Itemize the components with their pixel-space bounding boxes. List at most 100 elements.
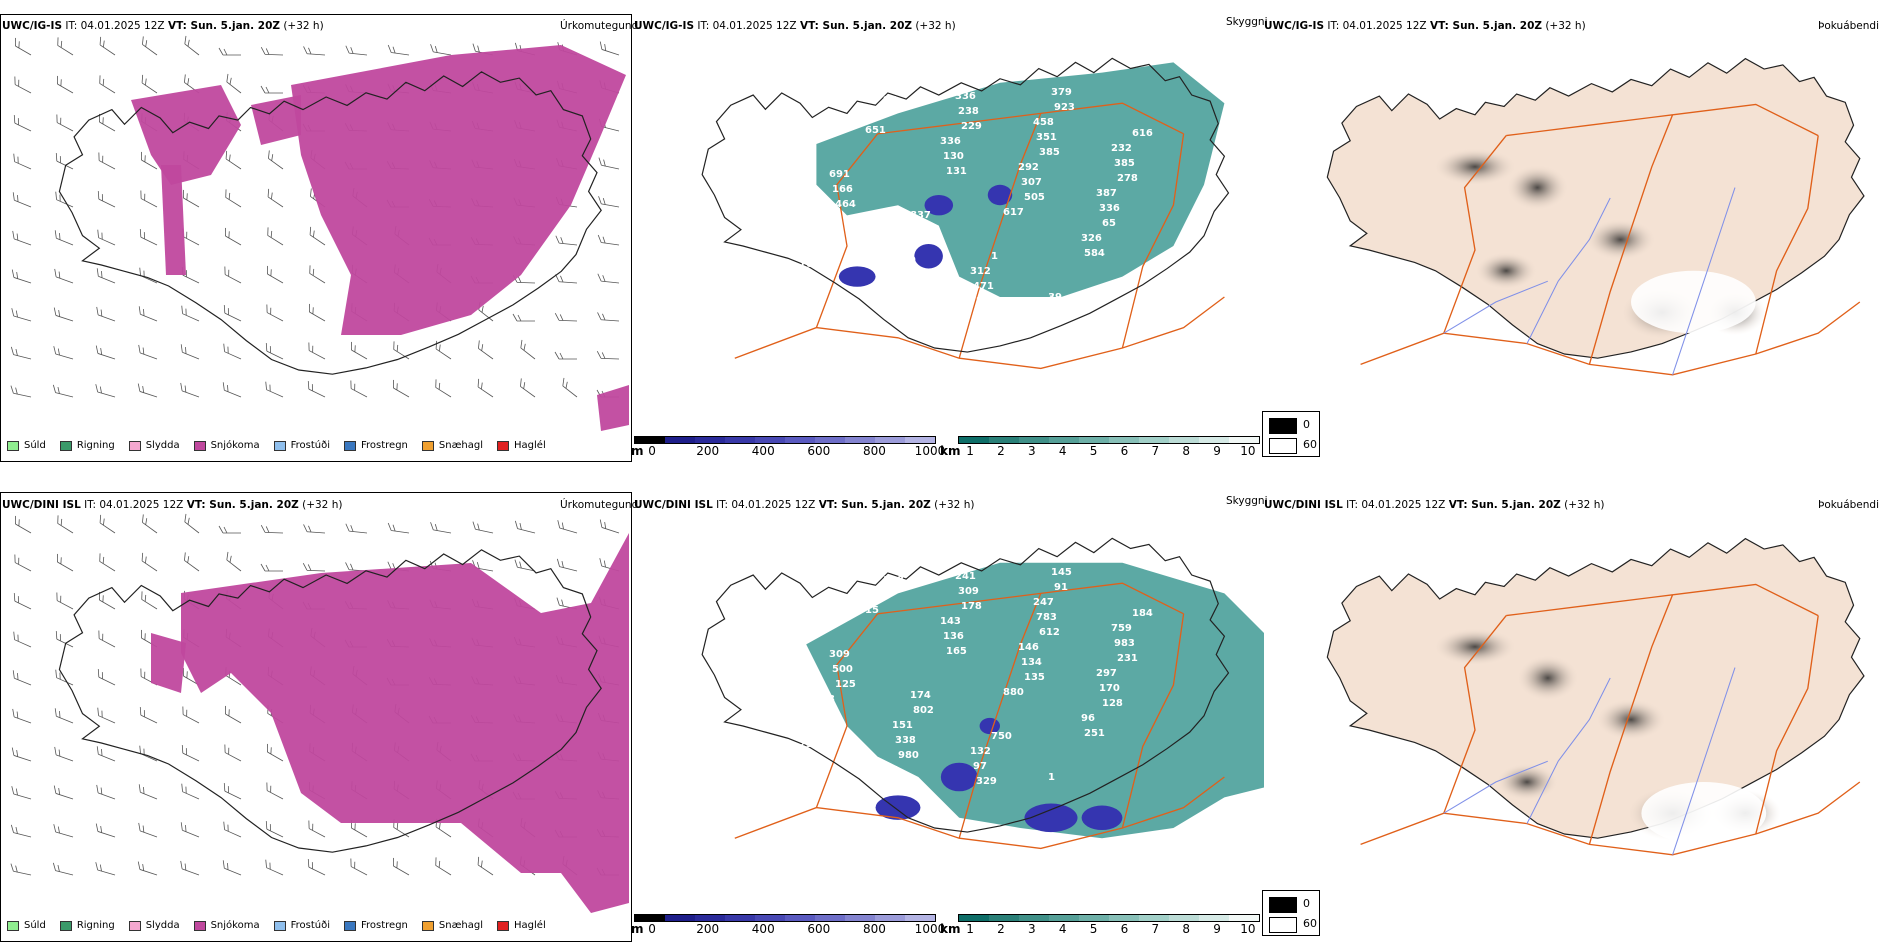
precip-legend-item: Snjókoma	[193, 440, 260, 451]
cloud-base-label: 385	[1039, 147, 1060, 158]
fog-panel-name-row2: Þokuábendi	[1818, 499, 1879, 511]
colorbar-cell	[1139, 915, 1169, 921]
legend-label: Slydda	[145, 440, 180, 451]
wind-barb	[597, 273, 620, 284]
cloud-base-label: 1	[1048, 772, 1055, 783]
wind-barb	[260, 47, 284, 56]
visibility-km-colorbar-row1	[958, 436, 1260, 444]
wind-barb	[95, 862, 116, 876]
cloud-base-label: 95	[883, 95, 897, 106]
legend-label: Frostúði	[290, 920, 330, 931]
colorbar-cell	[1079, 437, 1109, 443]
wind-barb	[351, 341, 368, 360]
wind-barb	[309, 265, 326, 284]
river-network	[1443, 187, 1736, 375]
cloud-island	[701, 57, 1230, 353]
wind-barb	[54, 230, 74, 246]
unit-m-row1: m	[631, 444, 644, 458]
wind-barb	[430, 522, 452, 534]
colorbar-tick: 3	[1027, 444, 1036, 458]
precip-panel-name-row2: Úrkomutegund	[560, 499, 639, 511]
cloud-base-label: 241	[955, 571, 976, 582]
road	[734, 776, 1225, 850]
road-network	[734, 582, 1225, 850]
wind-barb	[12, 670, 32, 686]
fog-patch	[1585, 218, 1656, 261]
wind-barb	[266, 304, 284, 322]
cloud-base-label: 307	[1021, 177, 1042, 188]
precip-legend-item: Rigning	[59, 920, 115, 931]
wind-barb	[142, 36, 158, 56]
wind-barb	[345, 45, 368, 56]
wind-barb	[182, 706, 200, 724]
road	[1121, 613, 1185, 829]
wind-barb	[11, 747, 32, 762]
cloud-base-label: 351	[1036, 132, 1057, 143]
wind-barb	[95, 345, 116, 360]
legend-label: Rigning	[76, 440, 115, 451]
precip-title-row1: UWC/IG-IS IT: 04.01.2025 12Z VT: Sun. 5.…	[2, 20, 324, 32]
wind-barb	[10, 863, 32, 876]
box-legend-label: 60	[1303, 438, 1317, 451]
wind-barb	[99, 75, 116, 94]
cloud-base-label: 231	[1117, 653, 1138, 664]
cloud-base-label: 151	[892, 720, 913, 731]
wind-barb	[307, 859, 326, 876]
cloud-base-label: 338	[895, 735, 916, 746]
wind-barb	[97, 707, 116, 724]
cloud-base-label: 134	[1021, 657, 1042, 668]
legend-label: Frostregn	[361, 920, 408, 931]
fog-map-row2	[1326, 537, 1865, 856]
road	[877, 582, 1184, 615]
precip-island	[58, 71, 602, 375]
wind-barb	[56, 592, 74, 610]
wind-barb	[141, 74, 158, 94]
precip-legend-row1: Súld Rigning Slydda Snjókoma Frostúði Frostre…	[7, 440, 560, 451]
fog-island	[1326, 537, 1865, 839]
cloud-base-label: 278	[814, 694, 835, 705]
colorbar-cell	[1019, 915, 1049, 921]
road	[1506, 103, 1819, 137]
colorbar-tick: 1	[966, 444, 974, 458]
wind-barb	[267, 188, 284, 208]
colorbar-cell	[959, 915, 989, 921]
wind-barb	[309, 303, 326, 322]
wind-barb	[11, 786, 32, 800]
cloud-base-label: 691	[829, 169, 850, 180]
cloud-base-label: 232	[1111, 143, 1132, 154]
wind-barb	[55, 669, 74, 686]
wind-barb	[97, 191, 116, 208]
wind-barb	[184, 513, 200, 534]
cloud-base-label: 651	[865, 125, 886, 136]
wind-barb	[472, 521, 494, 534]
wind-barb	[11, 308, 32, 322]
colorbar-cell	[1199, 437, 1229, 443]
fog-box-legend-row2: 0 60	[1262, 890, 1320, 936]
cloud-base-label: 39	[1048, 292, 1062, 303]
wind-barb	[12, 192, 32, 208]
wind-barb	[183, 189, 200, 208]
colorbar-cell	[755, 915, 785, 921]
wind-barb	[562, 377, 578, 398]
wind-barb	[557, 520, 578, 534]
cloud-coastline	[701, 537, 1230, 833]
colorbar-cell	[785, 915, 815, 921]
cloud-base-label: 229	[961, 121, 982, 132]
legend-label: Snjókoma	[210, 920, 260, 931]
colorbar-tick: 9	[1213, 444, 1221, 458]
colorbar-cell	[1229, 437, 1259, 443]
colorbar-cell	[1139, 437, 1169, 443]
precip-panel-name-row1: Úrkomutegund	[560, 20, 639, 32]
road	[815, 133, 879, 328]
colorbar-cell	[1109, 915, 1139, 921]
unit-km-row1: km	[940, 444, 961, 458]
legend-label: Snjókoma	[210, 440, 260, 451]
fog-title-row1: UWC/IG-IS IT: 04.01.2025 12Z VT: Sun. 5.…	[1264, 20, 1586, 32]
cloud-island	[701, 537, 1230, 833]
legend-swatch	[193, 440, 206, 451]
colorbar-cell	[959, 437, 989, 443]
precip-legend-item: Frostregn	[344, 440, 408, 451]
wind-barb	[98, 630, 116, 648]
wind-barb	[180, 344, 200, 360]
wind-barb	[387, 522, 410, 534]
